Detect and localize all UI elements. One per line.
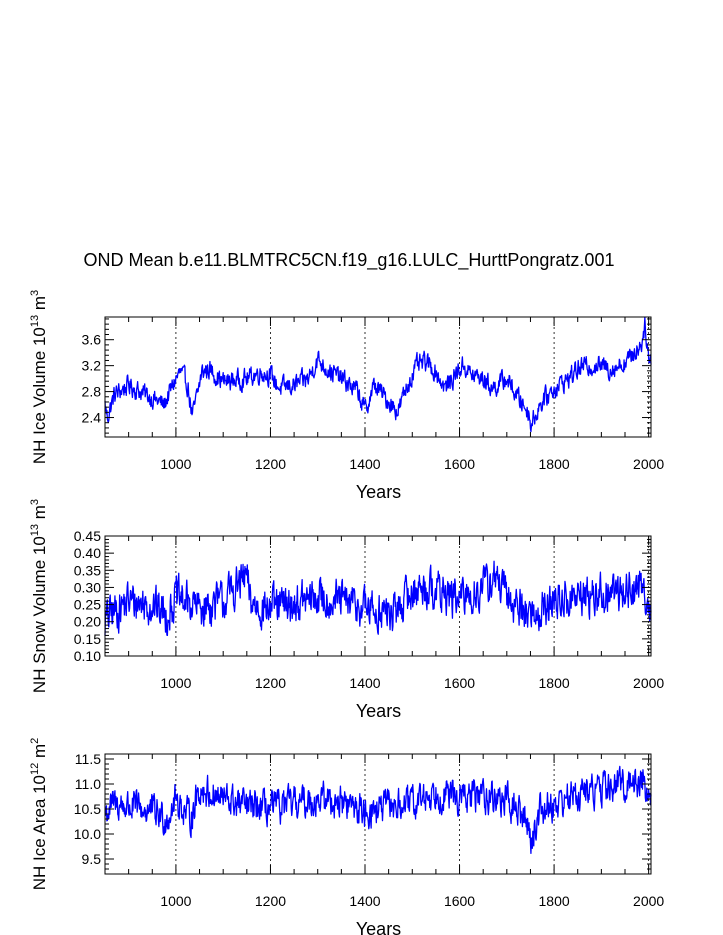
y-tick-label: 0.45 bbox=[74, 528, 101, 544]
y-tick-label: 0.20 bbox=[74, 614, 101, 630]
y-tick-label: 10.0 bbox=[74, 826, 101, 842]
panels: 1000 1200 1400 1600 1800 2000 2.4 2.8 3.2 3.6 Year… bbox=[29, 290, 664, 935]
data-series-line bbox=[104, 316, 652, 433]
x-tick-label: 1200 bbox=[255, 675, 286, 691]
y-tick-label: 0.40 bbox=[74, 545, 101, 561]
y-tick-label: 11.0 bbox=[75, 776, 101, 792]
x-tick-label: 1000 bbox=[160, 675, 191, 691]
x-tick-label: 1200 bbox=[255, 456, 286, 472]
x-axis-title: Years bbox=[356, 482, 401, 502]
data-series-line bbox=[104, 765, 652, 855]
y-tick-label: 2.4 bbox=[82, 410, 102, 426]
x-axis-title: Years bbox=[356, 919, 401, 935]
x-tick-label: 2000 bbox=[633, 675, 664, 691]
y-tick-label: 2.8 bbox=[82, 384, 102, 400]
x-tick-label: 1800 bbox=[539, 893, 570, 909]
y-tick-label: 0.25 bbox=[74, 597, 101, 613]
x-tick-label: 1600 bbox=[444, 893, 475, 909]
y-tick-label: 3.6 bbox=[82, 332, 102, 348]
snow-volume-panel: 1000 1200 1400 1600 1800 2000 0.100.150.200.25… bbox=[29, 499, 664, 721]
ice-volume-panel: 1000 1200 1400 1600 1800 2000 2.4 2.8 3.2 3.6 Year… bbox=[29, 290, 664, 502]
y-tick-label: 3.2 bbox=[82, 358, 102, 374]
y-axis-title: NH Ice Area 1012 m2 bbox=[29, 738, 49, 891]
y-tick-label: 11.5 bbox=[75, 751, 101, 767]
y-tick-label: 0.30 bbox=[74, 579, 101, 595]
chart-title: OND Mean b.e11.BLMTRC5CN.f19_g16.LULC_Hu… bbox=[84, 250, 615, 271]
y-axis-title: NH Ice Volume 1013 m3 bbox=[29, 290, 49, 464]
ice-area-panel: 1000 1200 1400 1600 1800 2000 9.5 10.0 10.5 11.0 1… bbox=[29, 738, 664, 935]
y-tick-label: 0.35 bbox=[74, 562, 101, 578]
x-tick-label: 1000 bbox=[160, 456, 191, 472]
plot-frame bbox=[104, 535, 652, 657]
x-tick-label: 1600 bbox=[444, 675, 475, 691]
x-tick-label: 2000 bbox=[633, 456, 664, 472]
data-series-line bbox=[104, 560, 652, 637]
y-tick-label: 10.5 bbox=[74, 801, 101, 817]
plot-frame bbox=[104, 316, 652, 438]
y-tick-label: 9.5 bbox=[82, 851, 102, 867]
y-tick-label: 0.10 bbox=[74, 648, 101, 664]
x-tick-label: 1600 bbox=[444, 456, 475, 472]
y-axis-title: NH Snow Volume 1013 m3 bbox=[29, 499, 49, 693]
x-tick-label: 1000 bbox=[160, 893, 191, 909]
x-tick-label: 1200 bbox=[255, 893, 286, 909]
x-tick-label: 1800 bbox=[539, 675, 570, 691]
x-tick-label: 1800 bbox=[539, 456, 570, 472]
y-tick-label: 0.15 bbox=[74, 631, 101, 647]
x-tick-label: 2000 bbox=[633, 893, 664, 909]
x-tick-label: 1400 bbox=[349, 675, 380, 691]
x-tick-label: 1400 bbox=[349, 456, 380, 472]
x-tick-label: 1400 bbox=[349, 893, 380, 909]
x-axis-title: Years bbox=[356, 701, 401, 721]
